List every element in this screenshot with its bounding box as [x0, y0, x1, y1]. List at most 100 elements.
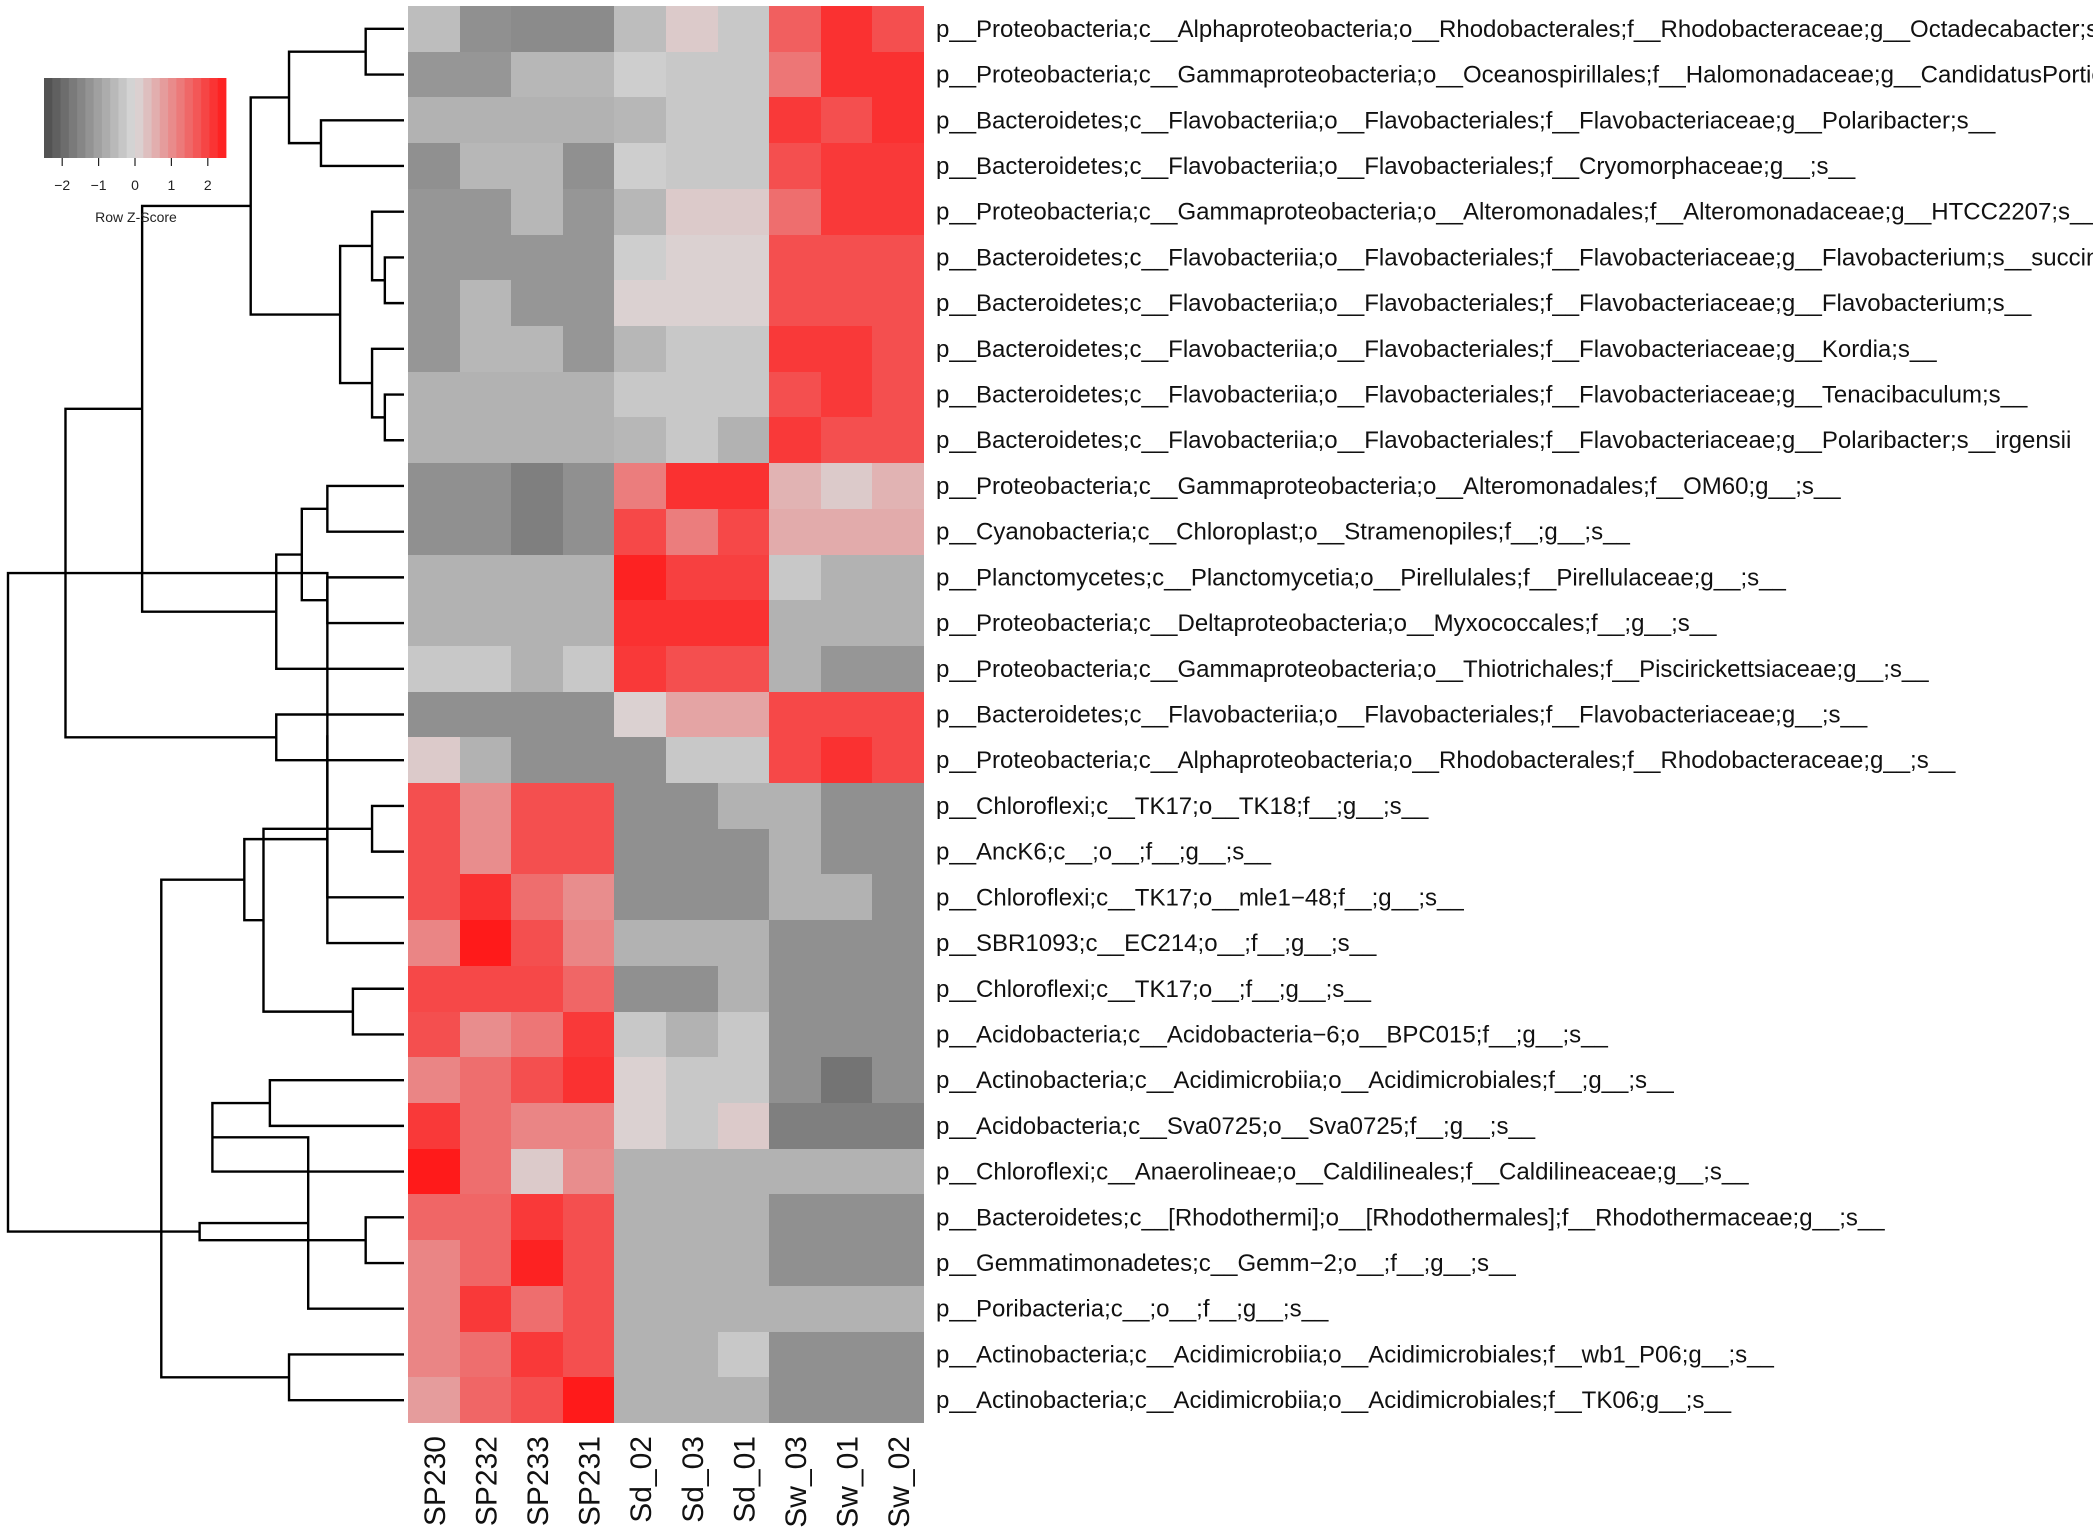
heatmap-cell [666, 1103, 718, 1149]
heatmap-cell [718, 783, 769, 829]
dendrogram-branch [300, 507, 328, 602]
heatmap-cell [460, 143, 511, 189]
heatmap-cell [614, 1057, 666, 1103]
heatmap-cell [460, 1286, 511, 1332]
heatmap-cell [563, 326, 614, 372]
heatmap-cell [563, 143, 614, 189]
heatmap-cell [408, 1057, 460, 1103]
color-key-swatch [209, 78, 219, 158]
column-label: SP231 [574, 1436, 607, 1526]
heatmap-cell [872, 600, 924, 646]
heatmap-cell [614, 646, 666, 692]
dendrogram-branch [326, 735, 404, 945]
heatmap-cell [821, 600, 872, 646]
heatmap-cell [769, 509, 821, 555]
row-label: p__Proteobacteria;c__Alphaproteobacteria… [936, 16, 2093, 43]
heatmap-cell [614, 1149, 666, 1194]
heatmap-cell [563, 966, 614, 1012]
heatmap-cell [821, 1377, 872, 1423]
heatmap-cell [718, 1332, 769, 1377]
row-label: p__Bacteroidetes;c__Flavobacteriia;o__Fl… [936, 107, 1996, 134]
heatmap-cell [821, 372, 872, 417]
row-label: p__Bacteroidetes;c__Flavobacteriia;o__Fl… [936, 382, 2028, 409]
heatmap-cell [821, 1286, 872, 1332]
heatmap-cell [872, 737, 924, 783]
heatmap-cell [872, 6, 924, 52]
heatmap-cell [718, 920, 769, 966]
heatmap-cell [614, 52, 666, 97]
heatmap-cell [511, 463, 563, 509]
heatmap-cell [769, 966, 821, 1012]
row-label: p__Proteobacteria;c__Gammaproteobacteria… [936, 199, 2093, 226]
heatmap-cell [563, 646, 614, 692]
heatmap-cell [408, 235, 460, 280]
heatmap-cell [408, 1332, 460, 1377]
heatmap-cell [769, 829, 821, 874]
heatmap-cell [769, 143, 821, 189]
heatmap-cell [718, 1240, 769, 1286]
heatmap-cell [821, 783, 872, 829]
heatmap-cell [511, 966, 563, 1012]
dendrogram-branch [370, 210, 404, 282]
heatmap-cell [614, 326, 666, 372]
dendrogram-branch [383, 393, 404, 442]
heatmap-cell [563, 1012, 614, 1057]
column-label: Sw_02 [883, 1436, 916, 1528]
heatmap-cell [718, 52, 769, 97]
heatmap-cell [872, 555, 924, 600]
heatmap-cell [872, 1332, 924, 1377]
heatmap-cell [718, 1194, 769, 1240]
heatmap-cell [460, 189, 511, 235]
heatmap-cell [614, 280, 666, 326]
heatmap-cell [460, 646, 511, 692]
heatmap-cell [511, 1057, 563, 1103]
heatmap-cell [718, 829, 769, 874]
heatmap-cells [408, 6, 924, 1423]
color-key-tick-label: 2 [204, 177, 212, 193]
heatmap-cell [460, 372, 511, 417]
heatmap-cell [666, 1286, 718, 1332]
heatmap-cell [821, 920, 872, 966]
heatmap-cell [666, 1057, 718, 1103]
heatmap-cell [511, 509, 563, 555]
heatmap-cell [666, 555, 718, 600]
color-key-swatch [85, 78, 95, 158]
heatmap-cell [511, 235, 563, 280]
heatmap-cell [614, 1332, 666, 1377]
heatmap-cell [511, 97, 563, 143]
heatmap-cell [511, 692, 563, 737]
color-key-swatch [101, 78, 111, 158]
heatmap-cell [511, 326, 563, 372]
column-label: Sw_03 [780, 1436, 813, 1528]
color-key-swatch [44, 78, 53, 158]
heatmap-cell [460, 1194, 511, 1240]
dendrogram-branch [326, 484, 404, 533]
heatmap-cell [511, 829, 563, 874]
dendrogram-branch [326, 576, 404, 625]
heatmap-cell [769, 1103, 821, 1149]
heatmap-cell [821, 143, 872, 189]
heatmap-cell [408, 509, 460, 555]
heatmap-cell [563, 372, 614, 417]
dendrogram-branch [212, 1136, 404, 1310]
heatmap-cell [460, 1377, 511, 1423]
heatmap-cell [821, 1332, 872, 1377]
color-key-swatch [118, 78, 128, 158]
heatmap-cell [563, 1057, 614, 1103]
heatmap-cell [718, 1103, 769, 1149]
heatmap-cell [666, 6, 718, 52]
heatmap-cell [718, 646, 769, 692]
heatmap-cell [408, 463, 460, 509]
color-key-title: Row Z-Score [95, 209, 177, 225]
heatmap-cell [872, 143, 924, 189]
heatmap-cell [872, 1286, 924, 1332]
heatmap-cell [821, 829, 872, 874]
heatmap-cell [460, 280, 511, 326]
heatmap-cell [821, 509, 872, 555]
heatmap-cell [872, 1240, 924, 1286]
heatmap-cell [718, 737, 769, 783]
heatmap-cell [769, 1057, 821, 1103]
row-dendrogram [6, 27, 404, 1402]
heatmap-cell [718, 1149, 769, 1194]
